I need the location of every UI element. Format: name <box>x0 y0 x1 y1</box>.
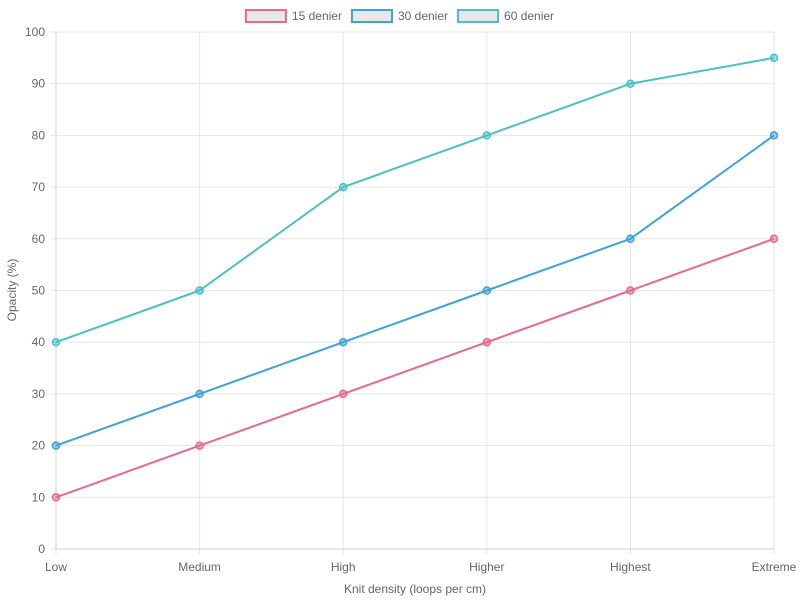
legend-label: 60 denier <box>504 9 554 23</box>
data-point[interactable] <box>482 131 492 140</box>
grid-layer <box>55 31 775 550</box>
legend-label: 30 denier <box>398 9 448 23</box>
legend-swatch <box>244 9 287 23</box>
y-tick-label: 20 <box>32 439 46 453</box>
y-tick-label: 70 <box>32 180 46 194</box>
legend-item[interactable]: 15 denier <box>244 9 342 23</box>
y-tick-label: 10 <box>32 490 46 504</box>
data-point[interactable] <box>482 286 492 295</box>
legend-item[interactable]: 60 denier <box>457 9 554 23</box>
data-point[interactable] <box>769 234 779 244</box>
data-point[interactable] <box>338 337 348 347</box>
series-0 <box>51 234 779 502</box>
x-axis-title: Knit density (loops per cm) <box>344 582 486 596</box>
y-axis-title: Opacity (%) <box>5 259 19 322</box>
y-tick-label: 100 <box>25 25 45 39</box>
data-point[interactable] <box>626 234 635 244</box>
legend[interactable]: 15 denier 30 denier 60 denier <box>244 9 554 23</box>
series-2 <box>51 53 779 347</box>
axis-layer: 0 10 20 30 40 50 60 70 80 90 100 Low Medium High Highe… <box>25 25 797 574</box>
y-tick-label: 60 <box>32 232 46 246</box>
x-tick-label: Low <box>45 560 67 574</box>
x-tick-label: Extreme <box>752 560 797 574</box>
legend-item[interactable]: 30 denier <box>350 9 448 23</box>
legend-swatch <box>350 9 393 23</box>
y-tick-label: 0 <box>38 542 45 556</box>
data-point[interactable] <box>338 182 348 192</box>
data-point[interactable] <box>195 441 204 450</box>
data-point[interactable] <box>195 389 204 399</box>
series-layer <box>51 53 779 502</box>
data-point[interactable] <box>626 286 635 295</box>
data-point[interactable] <box>51 493 61 502</box>
data-point[interactable] <box>769 131 779 140</box>
series-line <box>55 237 775 499</box>
data-point[interactable] <box>482 337 492 347</box>
series-1 <box>51 131 779 450</box>
x-tick-label: High <box>331 560 356 574</box>
x-tick-label: Medium <box>178 560 221 574</box>
series-line <box>55 134 775 447</box>
x-tick-label: Highest <box>610 560 651 574</box>
data-point[interactable] <box>51 441 61 450</box>
legend-swatch <box>457 9 500 23</box>
data-point[interactable] <box>338 389 348 399</box>
data-point[interactable] <box>626 79 635 88</box>
data-point[interactable] <box>769 53 779 63</box>
y-tick-label: 80 <box>32 128 46 142</box>
y-tick-label: 90 <box>32 77 46 91</box>
series-line <box>55 56 775 344</box>
x-tick-label: Higher <box>469 560 504 574</box>
data-point[interactable] <box>195 286 204 295</box>
y-tick-label: 40 <box>32 335 46 349</box>
legend-label: 15 denier <box>292 9 342 23</box>
y-tick-label: 30 <box>32 387 46 401</box>
data-point[interactable] <box>51 337 61 347</box>
y-tick-label: 50 <box>32 284 46 298</box>
